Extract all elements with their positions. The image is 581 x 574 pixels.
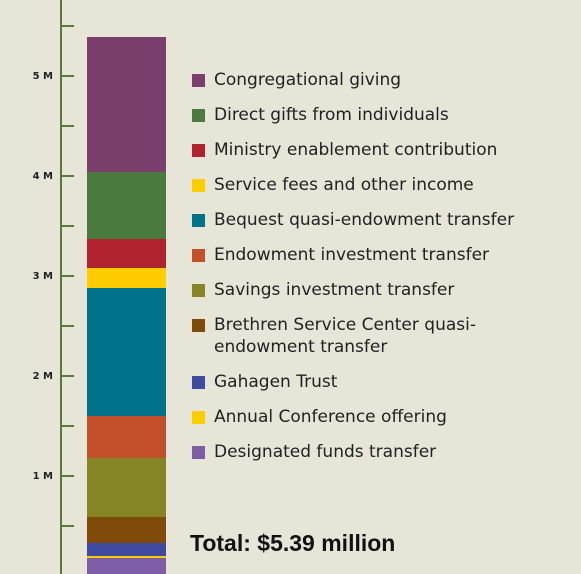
legend-label: Bequest quasi-endowment transfer	[214, 210, 515, 230]
legend-item: Ministry enablement contribution	[192, 139, 567, 161]
legend-swatch	[192, 319, 205, 332]
bar-segment	[87, 239, 166, 268]
bar-segment	[87, 288, 166, 416]
legend-label: Endowment investment transfer	[214, 245, 490, 265]
legend-swatch	[192, 284, 205, 297]
legend-swatch	[192, 411, 205, 424]
legend-item: Congregational giving	[192, 69, 567, 91]
bar-segment	[87, 556, 166, 558]
legend-item: Gahagen Trust	[192, 371, 567, 393]
legend-swatch	[192, 214, 205, 227]
bar-segment	[87, 543, 166, 556]
legend-swatch	[192, 376, 205, 389]
total-label: Total: $5.39 million	[190, 530, 396, 556]
bar-segment	[87, 416, 166, 458]
legend-label: Brethren Service Center quasi-endowment …	[214, 315, 476, 357]
legend-item: Annual Conference offering	[192, 406, 567, 428]
y-tick-label: 2 M	[33, 371, 53, 382]
bar-segment	[87, 172, 166, 239]
legend-label: Direct gifts from individuals	[214, 105, 449, 125]
y-tick-label: 5 M	[33, 71, 53, 82]
y-tick-label: 3 M	[33, 271, 53, 282]
legend-swatch	[192, 446, 205, 459]
legend-item: Savings investment transfer	[192, 279, 567, 301]
legend-swatch	[192, 109, 205, 122]
legend-label: Gahagen Trust	[214, 372, 338, 392]
legend: Congregational giving Direct gifts from i…	[192, 69, 567, 463]
legend-item: Bequest quasi-endowment transfer	[192, 209, 567, 231]
bar-segment	[87, 458, 166, 517]
y-tick-label: 4 M	[33, 171, 53, 182]
legend-swatch	[192, 144, 205, 157]
legend-label: Service fees and other income	[214, 175, 474, 195]
legend-item: Direct gifts from individuals	[192, 104, 567, 126]
legend-label: Congregational giving	[214, 70, 402, 90]
legend-item: Brethren Service Center quasi-endowment …	[192, 314, 567, 358]
legend-label: Designated funds transfer	[214, 442, 437, 462]
bar-segment	[87, 558, 166, 574]
y-tick-label: 1 M	[33, 471, 53, 482]
legend-item: Designated funds transfer	[192, 441, 567, 463]
legend-item: Endowment investment transfer	[192, 244, 567, 266]
legend-swatch	[192, 74, 205, 87]
bar-segment	[87, 517, 166, 543]
bar-segment	[87, 268, 166, 288]
legend-swatch	[192, 179, 205, 192]
legend-item: Service fees and other income	[192, 174, 567, 196]
legend-label: Annual Conference offering	[214, 407, 447, 427]
legend-swatch	[192, 249, 205, 262]
legend-label: Savings investment transfer	[214, 280, 455, 300]
bar-segment	[87, 37, 166, 172]
legend-label: Ministry enablement contribution	[214, 140, 498, 160]
